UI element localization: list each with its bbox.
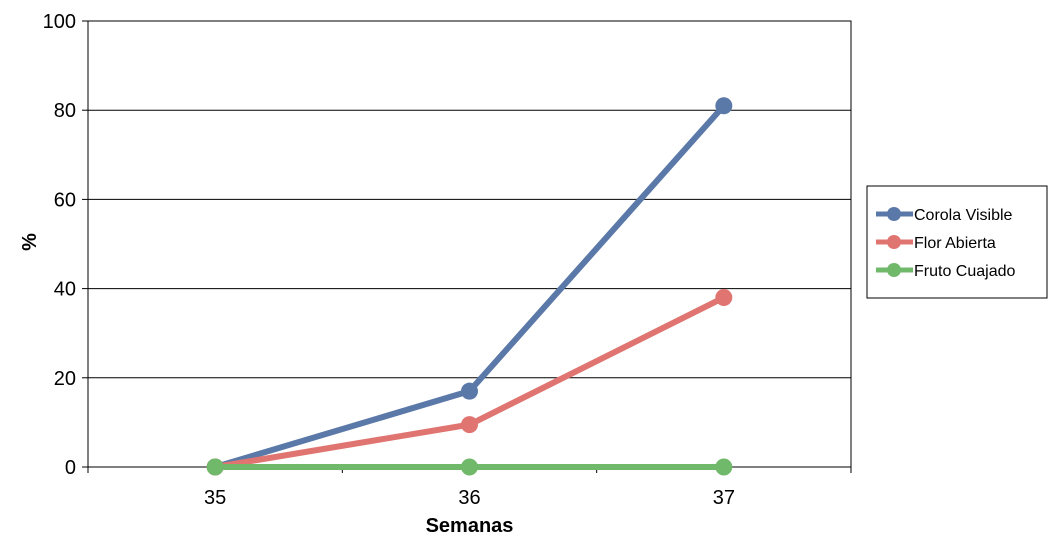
y-tick-label: 0 (65, 457, 76, 479)
legend-label: Corola Visible (914, 207, 1013, 224)
series-line (214, 103, 727, 470)
data-point (206, 458, 224, 476)
y-tick-label: 60 (54, 189, 76, 211)
legend-swatch-marker (887, 207, 901, 221)
data-point (715, 458, 733, 476)
data-point (715, 97, 733, 115)
series-lines (206, 97, 733, 476)
data-point (461, 382, 478, 400)
y-tick-label: 20 (54, 368, 76, 390)
x-tick-label: 37 (713, 487, 735, 509)
x-axis-label: Semanas (426, 515, 514, 537)
legend-label: Flor Abierta (914, 235, 996, 252)
data-point (461, 416, 478, 434)
x-tick-label: 36 (458, 487, 480, 509)
y-tick-label: 40 (54, 279, 76, 301)
gridlines (88, 20, 851, 468)
y-tick-label: 100 (43, 11, 76, 33)
y-axis-label: % (19, 233, 41, 251)
legend-swatch-marker (887, 263, 901, 277)
y-axis-ticks: 0 20 40 60 80 100 (43, 11, 88, 479)
legend: Corola Visible Flor Abierta Fruto Cuajado (866, 185, 1048, 299)
x-axis-ticks: 35 36 37 (87, 467, 852, 509)
plot-area (87, 20, 852, 468)
legend-label: Fruto Cuajado (914, 263, 1015, 280)
x-tick-label: 35 (204, 487, 226, 509)
legend-swatch-marker (887, 235, 901, 249)
data-point (461, 458, 478, 476)
data-point (715, 289, 733, 307)
y-tick-label: 80 (54, 100, 76, 122)
